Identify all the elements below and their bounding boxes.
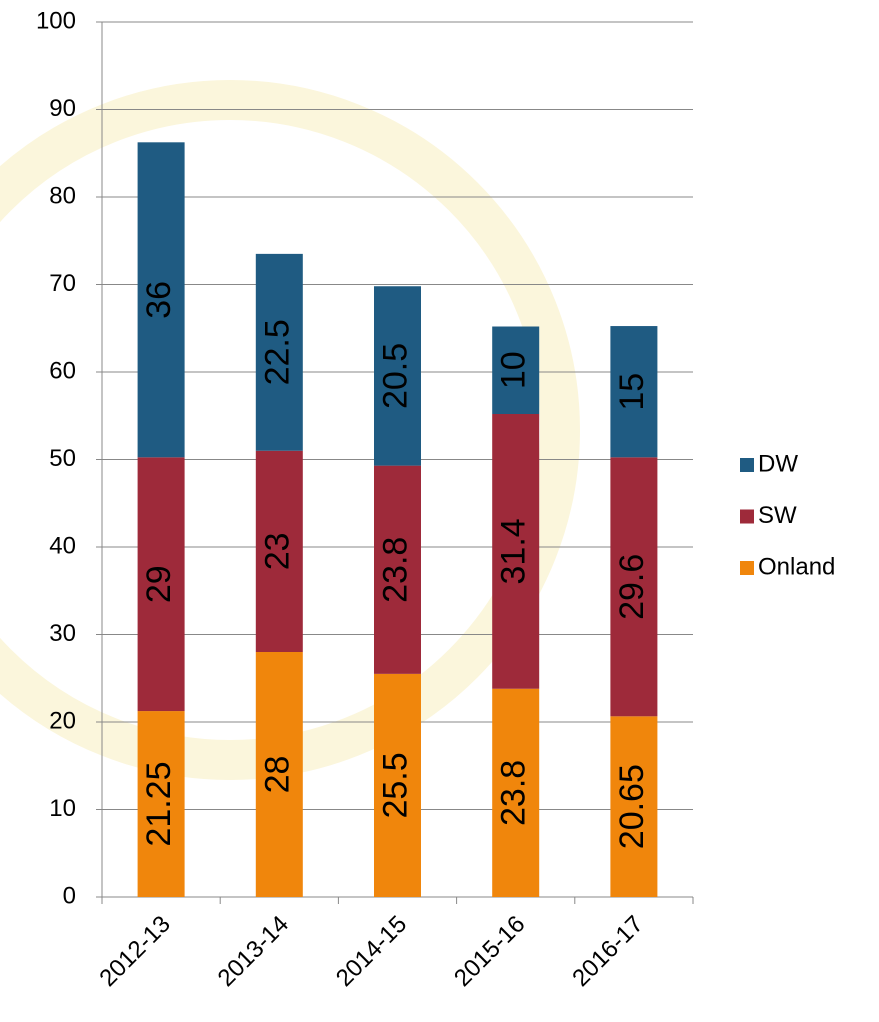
data-label: 29 <box>140 565 178 603</box>
x-tick-label: 2014-15 <box>331 911 412 992</box>
legend-label: DW <box>758 450 798 477</box>
bar-segment <box>374 465 421 674</box>
data-label: 22.5 <box>258 319 296 385</box>
legend-label: SW <box>758 502 797 529</box>
y-tick-label: 20 <box>49 707 76 734</box>
y-tick-label: 60 <box>49 357 76 384</box>
bar-segment <box>610 326 658 458</box>
data-label: 23.8 <box>376 537 414 603</box>
bar-segment <box>492 688 540 897</box>
y-tick-label: 30 <box>49 620 76 647</box>
y-tick-label: 90 <box>49 95 76 122</box>
y-tick-label: 50 <box>49 445 76 472</box>
data-label: 25.5 <box>376 752 414 818</box>
y-tick-label: 40 <box>49 532 76 559</box>
y-tick-label: 100 <box>36 7 76 34</box>
bar-segment <box>374 286 421 466</box>
bar-segment <box>255 253 303 451</box>
x-tick-label: 2015-16 <box>449 911 530 992</box>
legend-swatch <box>740 509 754 524</box>
bar-segment <box>492 326 540 414</box>
bar-segment <box>492 414 540 689</box>
bar-segment <box>610 457 658 717</box>
bar-segment <box>255 450 303 652</box>
bar-segment <box>137 142 185 458</box>
y-tick-label: 0 <box>63 882 76 909</box>
x-tick-label: 2012-13 <box>94 911 175 992</box>
bar-segment <box>137 457 185 712</box>
bar-segment <box>610 716 658 897</box>
y-tick-label: 80 <box>49 182 76 209</box>
bar-segment <box>137 711 185 897</box>
y-tick-label: 10 <box>49 795 76 822</box>
data-label: 20.65 <box>613 764 651 849</box>
legend-swatch <box>740 561 754 575</box>
bar-segment <box>374 673 421 897</box>
legend-label: Onland <box>758 553 835 580</box>
data-label: 15 <box>613 373 651 411</box>
data-label: 21.25 <box>140 761 178 846</box>
data-label: 20.5 <box>376 343 414 409</box>
x-tick-label: 2013-14 <box>213 911 294 992</box>
y-tick-label: 70 <box>49 270 76 297</box>
data-label: 28 <box>258 756 296 794</box>
data-label: 31.4 <box>495 518 533 584</box>
data-label: 10 <box>495 351 533 389</box>
data-label: 36 <box>140 281 178 319</box>
legend-swatch <box>740 458 754 472</box>
bar-segment <box>255 652 303 897</box>
watermark <box>0 80 580 780</box>
x-tick-label: 2016-17 <box>567 911 648 992</box>
data-label: 23.8 <box>495 760 533 826</box>
data-label: 29.6 <box>613 554 651 620</box>
data-label: 23 <box>258 532 296 570</box>
